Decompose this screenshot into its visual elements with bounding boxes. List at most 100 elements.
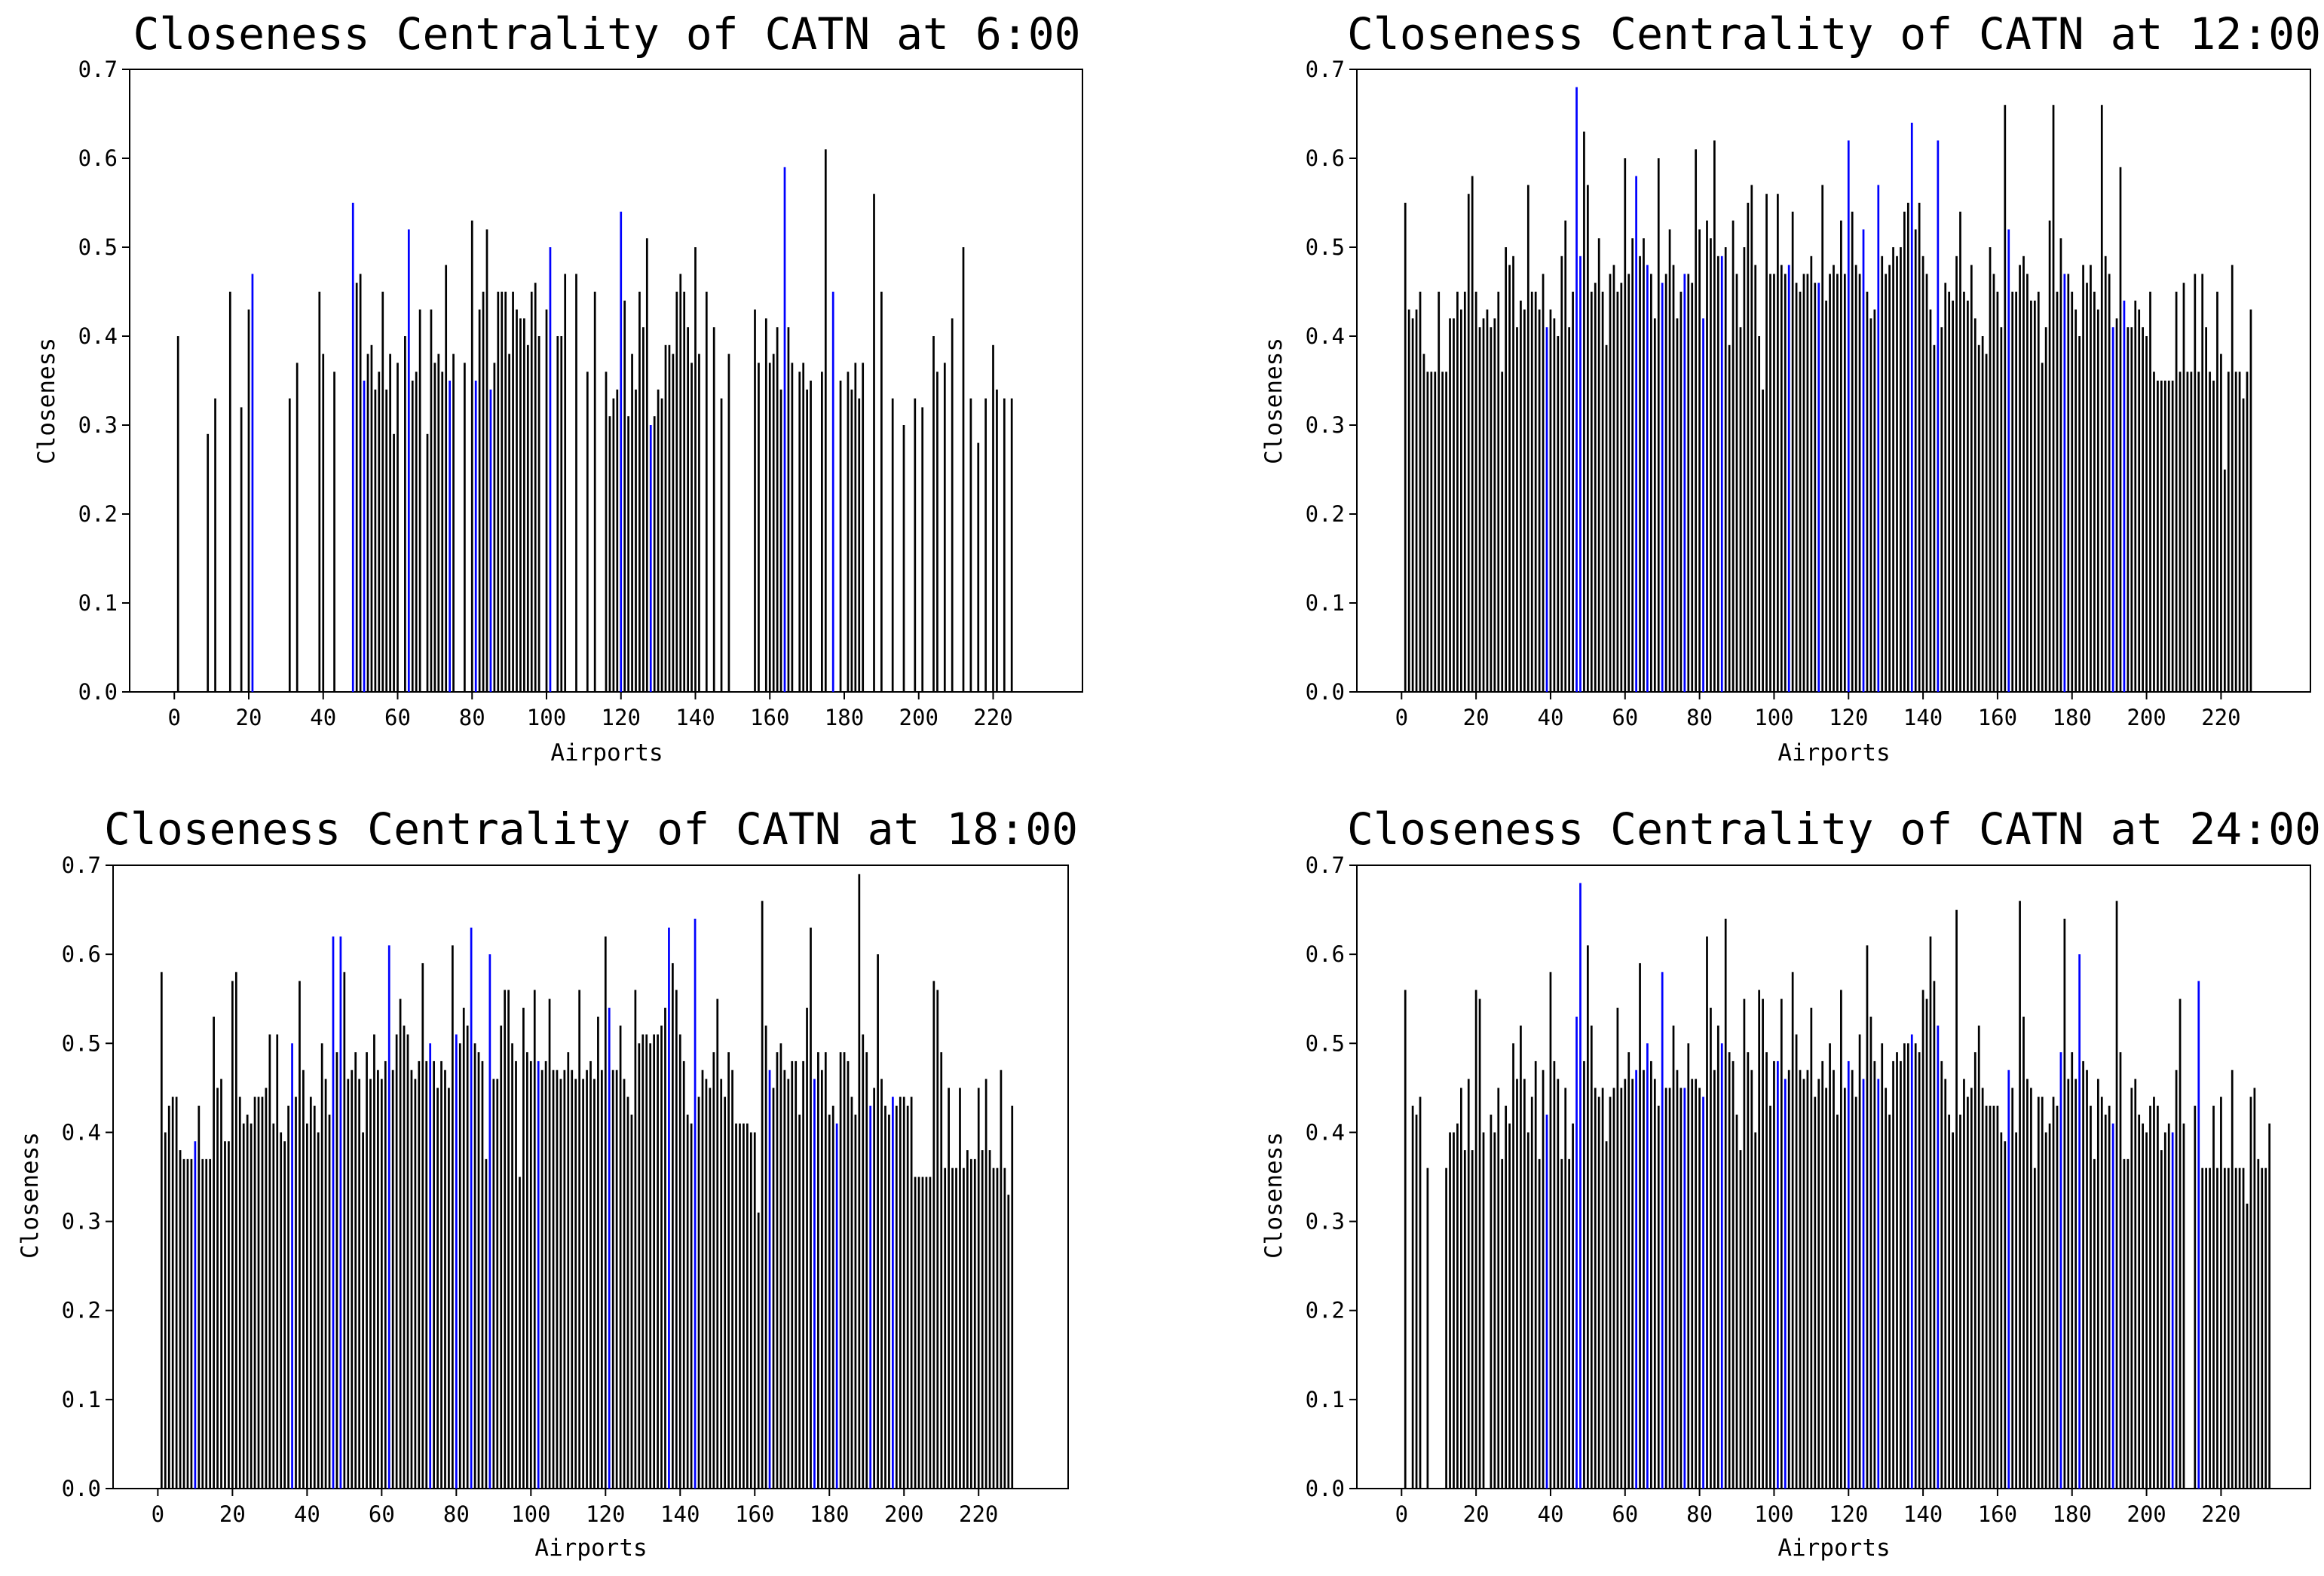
bar (1806, 1070, 1809, 1489)
bar (1900, 247, 1902, 692)
bar (370, 344, 373, 692)
bar (1422, 353, 1425, 692)
bar (276, 1034, 279, 1489)
bar (2160, 1150, 2163, 1489)
bar (1572, 292, 1574, 692)
bar (1579, 256, 1581, 692)
y-tick-label: 0.6 (1306, 941, 1345, 967)
bar (1557, 336, 1560, 692)
y-tick-label: 0.0 (1306, 679, 1345, 705)
bar (2019, 265, 2021, 693)
y-tick-label: 0.1 (62, 1387, 101, 1412)
x-tick-label: 60 (1612, 1501, 1638, 1527)
bar (2223, 470, 2226, 692)
bar (1836, 274, 1839, 692)
bar (899, 1097, 902, 1489)
bar (1787, 1070, 1790, 1489)
x-tick-label: 160 (735, 1501, 774, 1527)
bar (2082, 265, 2084, 693)
bar (657, 389, 660, 692)
bar (649, 425, 652, 692)
bar (1661, 972, 1664, 1489)
bar (835, 1123, 838, 1489)
bar (415, 372, 418, 692)
bar (2209, 372, 2211, 692)
x-tick-label: 140 (675, 705, 715, 730)
bar (675, 292, 678, 692)
x-tick-label: 140 (1903, 1501, 1943, 1527)
bar (1445, 372, 1447, 692)
bar (167, 1105, 170, 1489)
bar (2201, 1167, 2204, 1489)
bar (1520, 1025, 1522, 1489)
bar (1683, 274, 1686, 692)
x-tick-label: 180 (2053, 705, 2092, 730)
bar (709, 1088, 712, 1489)
bar (507, 990, 510, 1489)
x-tick-label: 100 (1754, 1501, 1793, 1527)
bar (2134, 300, 2137, 692)
bar (2007, 229, 2010, 692)
x-axis-label: Airports (1777, 739, 1890, 767)
bar (2090, 1105, 2092, 1489)
bar (481, 1060, 484, 1489)
bar (2242, 398, 2245, 692)
y-tick-label: 0.0 (1306, 1476, 1345, 1501)
bar (351, 1070, 354, 1489)
bar (574, 1079, 577, 1489)
bar (522, 1008, 525, 1489)
bar (2078, 954, 2081, 1489)
bar (724, 1097, 727, 1489)
bar (2127, 1158, 2130, 1489)
bar (1836, 1114, 1839, 1489)
bar (582, 1079, 584, 1489)
bar (2234, 1167, 2237, 1489)
bar (1646, 265, 1649, 693)
x-tick-label: 100 (1754, 705, 1793, 730)
bar (1564, 220, 1567, 693)
bar (176, 336, 179, 692)
bar (2108, 274, 2111, 692)
bar (1780, 999, 1783, 1489)
bar (1512, 256, 1514, 692)
bar (1944, 1079, 1947, 1489)
bar (720, 1079, 723, 1489)
bar (988, 1150, 991, 1489)
bar (1490, 1114, 1493, 1489)
bar (850, 1097, 853, 1489)
bar (385, 389, 388, 692)
bar (1903, 1043, 1906, 1489)
bar (1921, 256, 1924, 692)
bar (690, 363, 693, 692)
bar (1672, 1025, 1675, 1489)
bar (1575, 87, 1578, 693)
bar (843, 1052, 846, 1489)
bar (653, 1034, 655, 1489)
bar (571, 1070, 574, 1489)
bar (508, 353, 510, 692)
bar (727, 1052, 730, 1489)
bar (1840, 220, 1842, 693)
bar (1460, 1088, 1462, 1489)
bar (1549, 309, 1552, 692)
bar (1780, 265, 1783, 693)
bar (1579, 883, 1581, 1489)
bar (1750, 185, 1753, 692)
x-tick-label: 160 (750, 705, 789, 730)
bar (1538, 1158, 1541, 1489)
bar (1478, 327, 1481, 692)
bar (343, 972, 346, 1489)
bar (2048, 220, 2051, 693)
bar (1713, 1070, 1716, 1489)
bar (940, 1052, 943, 1489)
x-tick-label: 20 (236, 705, 262, 730)
y-tick-label: 0.2 (62, 1298, 101, 1324)
bar (403, 1025, 406, 1489)
bar (2078, 336, 2081, 692)
bar (1609, 274, 1612, 692)
bar (1952, 1132, 1954, 1489)
bar (1404, 990, 1407, 1489)
bar (317, 1132, 320, 1489)
bar (2130, 327, 2133, 692)
bar (2167, 381, 2170, 692)
